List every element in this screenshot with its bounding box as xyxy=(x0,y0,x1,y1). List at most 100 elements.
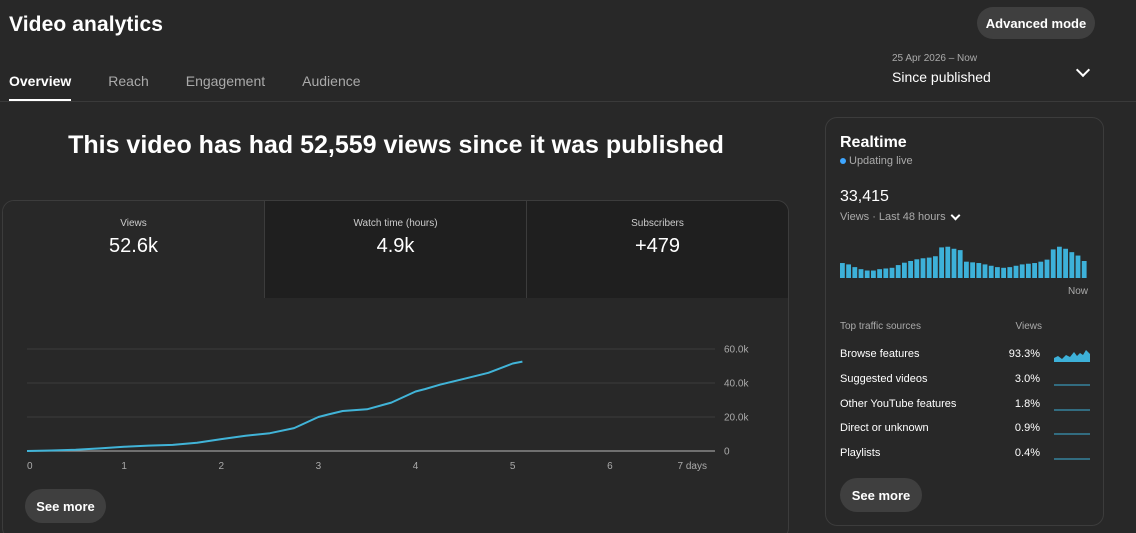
realtime-bar xyxy=(926,257,932,278)
traffic-views-column: Views xyxy=(1015,321,1043,332)
realtime-bar xyxy=(871,270,876,278)
realtime-bar xyxy=(1069,252,1075,278)
realtime-bar xyxy=(945,246,951,278)
metric-label: Subscribers xyxy=(631,218,684,229)
realtime-count: 33,415 xyxy=(840,188,889,205)
live-dot-icon xyxy=(840,158,846,164)
x-tick-label: 4 xyxy=(413,461,419,472)
traffic-sparkline xyxy=(1054,458,1090,460)
realtime-bar xyxy=(877,269,882,278)
realtime-bar xyxy=(982,264,988,278)
realtime-bar xyxy=(957,250,963,278)
realtime-period-label: Views · Last 48 hours xyxy=(840,211,946,223)
metrics-card: Views 52.6k Watch time (hours) 4.9k Subs… xyxy=(2,200,789,533)
tab-audience[interactable]: Audience xyxy=(302,73,361,89)
x-tick-label: 5 xyxy=(510,461,516,472)
realtime-bar xyxy=(1007,267,1013,278)
live-label: Updating live xyxy=(849,155,913,167)
views-line-chart[interactable]: 0 20.0k 40.0k 60.0k 0 1 2 3 4 5 6 7 days xyxy=(3,298,789,498)
metric-subscribers[interactable]: Subscribers +479 xyxy=(526,201,788,298)
metric-label: Views xyxy=(120,218,147,229)
metric-watch-time[interactable]: Watch time (hours) 4.9k xyxy=(264,201,526,298)
realtime-title: Realtime xyxy=(840,134,907,151)
traffic-sparkline xyxy=(1054,433,1090,435)
x-tick-label: 0 xyxy=(27,461,33,472)
realtime-bar xyxy=(1038,261,1044,278)
realtime-bar xyxy=(995,267,1000,278)
realtime-bar xyxy=(1057,246,1062,278)
traffic-sparkline xyxy=(1054,409,1090,411)
x-tick-label: 2 xyxy=(219,461,225,472)
y-tick-label: 0 xyxy=(724,447,730,458)
realtime-bar xyxy=(908,261,913,278)
date-range-picker[interactable]: 25 Apr 2026 – Now Since published xyxy=(892,53,1102,93)
realtime-see-more-button[interactable]: See more xyxy=(840,478,922,512)
realtime-bar xyxy=(1032,263,1037,278)
realtime-bar xyxy=(1050,249,1056,278)
date-range-text: 25 Apr 2026 – Now xyxy=(892,53,978,64)
realtime-bar xyxy=(852,267,858,278)
realtime-bar xyxy=(920,258,926,278)
traffic-source-value: 93.3% xyxy=(1008,348,1040,360)
traffic-source-row[interactable]: Direct or unknown 0.9% xyxy=(840,420,1090,438)
chevron-down-icon xyxy=(950,210,961,220)
page-title: Video analytics xyxy=(9,13,164,36)
tab-overview[interactable]: Overview xyxy=(9,73,72,101)
realtime-bar xyxy=(902,262,907,278)
tab-bar: Overview Reach Engagement Audience xyxy=(9,73,398,101)
realtime-card: Realtime Updating live 33,415 Views · La… xyxy=(825,117,1104,526)
traffic-source-value: 3.0% xyxy=(1014,373,1040,385)
metric-views[interactable]: Views 52.6k xyxy=(3,201,264,298)
realtime-bar xyxy=(1063,248,1068,278)
x-tick-label: 1 xyxy=(121,461,127,472)
realtime-bar xyxy=(1044,259,1050,278)
views-series-line xyxy=(26,360,523,452)
realtime-bar xyxy=(1013,265,1019,278)
realtime-bar xyxy=(846,264,851,278)
advanced-mode-button[interactable]: Advanced mode xyxy=(977,7,1095,39)
realtime-bar xyxy=(914,259,920,278)
traffic-source-row[interactable]: Browse features 93.3% xyxy=(840,346,1090,364)
x-tick-label: 7 days xyxy=(678,461,707,472)
date-range-label: Since published xyxy=(892,69,991,85)
traffic-source-row[interactable]: Suggested videos 3.0% xyxy=(840,371,1090,389)
realtime-bar xyxy=(976,263,982,278)
realtime-bar xyxy=(840,263,845,278)
traffic-source-row[interactable]: Playlists 0.4% xyxy=(840,445,1090,463)
tab-engagement[interactable]: Engagement xyxy=(185,73,266,89)
traffic-source-name: Playlists xyxy=(840,447,881,459)
traffic-source-name: Browse features xyxy=(840,348,920,360)
realtime-bar xyxy=(858,269,864,278)
traffic-sparkline xyxy=(1054,384,1090,386)
realtime-bar xyxy=(939,247,944,278)
realtime-bar xyxy=(889,267,895,278)
live-indicator: Updating live xyxy=(840,155,913,167)
now-label: Now xyxy=(1067,286,1088,297)
traffic-source-value: 0.4% xyxy=(1014,447,1040,459)
realtime-bar xyxy=(895,265,901,278)
traffic-source-value: 1.8% xyxy=(1014,398,1040,410)
realtime-bar xyxy=(1075,255,1081,278)
realtime-bar xyxy=(1026,263,1031,278)
realtime-bar-chart[interactable] xyxy=(840,244,1088,278)
realtime-bar xyxy=(988,265,994,278)
traffic-header-label: Top traffic sources xyxy=(840,321,921,332)
realtime-period-selector[interactable]: Views · Last 48 hours xyxy=(840,210,961,223)
realtime-bar xyxy=(1001,267,1006,278)
realtime-bar xyxy=(883,268,889,278)
realtime-bar xyxy=(1019,264,1025,278)
tab-reach[interactable]: Reach xyxy=(108,73,149,89)
views-headline: This video has had 52,559 views since it… xyxy=(68,131,724,159)
see-more-button[interactable]: See more xyxy=(25,489,106,523)
y-tick-label: 60.0k xyxy=(724,345,749,356)
traffic-source-name: Other YouTube features xyxy=(840,398,957,410)
metric-value: +479 xyxy=(634,235,681,257)
realtime-bar xyxy=(933,256,938,278)
y-tick-label: 40.0k xyxy=(724,379,749,390)
realtime-bar xyxy=(964,261,969,278)
x-tick-label: 3 xyxy=(316,461,322,472)
realtime-bar xyxy=(1081,261,1087,278)
metric-tabs: Views 52.6k Watch time (hours) 4.9k Subs… xyxy=(3,201,788,298)
traffic-source-row[interactable]: Other YouTube features 1.8% xyxy=(840,396,1090,414)
realtime-bar xyxy=(970,262,975,278)
